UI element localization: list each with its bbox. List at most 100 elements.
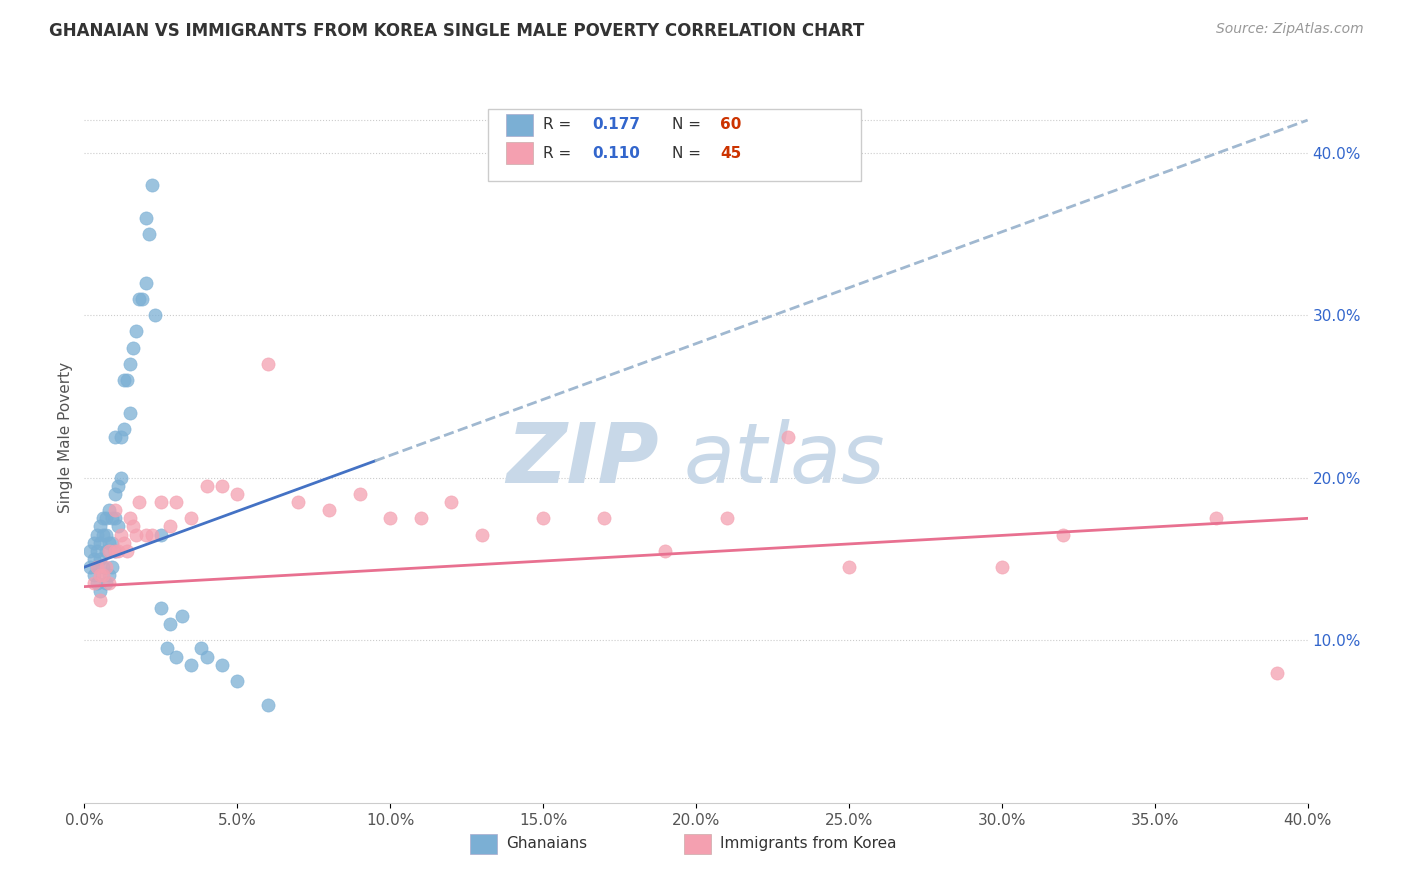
Point (128, 292, 150, 306)
Point (122, 341, 145, 355)
Point (91, 511, 114, 525)
Point (131, 292, 153, 306)
Point (104, 511, 127, 525)
Point (79, 544, 101, 558)
Point (138, 227, 160, 241)
Point (380, 511, 402, 525)
Point (107, 519, 129, 533)
Point (120, 406, 142, 420)
Point (149, 527, 172, 541)
Point (89, 519, 111, 533)
Point (86, 576, 108, 591)
Point (97, 568, 120, 582)
Point (107, 544, 129, 558)
Point (89, 592, 111, 607)
Point (115, 373, 138, 387)
Point (125, 325, 148, 339)
Point (195, 649, 218, 664)
Text: 45: 45 (720, 145, 742, 161)
Point (211, 657, 233, 672)
Point (180, 511, 202, 525)
Point (531, 511, 554, 525)
Point (94, 560, 117, 574)
Point (120, 357, 142, 371)
Point (110, 471, 132, 485)
Point (991, 560, 1014, 574)
Point (159, 617, 181, 632)
Point (172, 608, 194, 623)
Point (165, 495, 187, 509)
Point (104, 544, 127, 558)
Point (91, 560, 114, 574)
Text: N =: N = (672, 117, 706, 132)
Point (110, 430, 132, 444)
Point (143, 308, 166, 322)
Text: R =: R = (543, 117, 576, 132)
Point (91, 527, 114, 541)
Point (89, 584, 111, 599)
Y-axis label: Single Male Poverty: Single Male Poverty (58, 361, 73, 513)
Point (159, 519, 181, 533)
Point (89, 568, 111, 582)
Text: 0.177: 0.177 (592, 117, 640, 132)
Point (257, 357, 280, 371)
Text: Immigrants from Korea: Immigrants from Korea (720, 836, 897, 851)
Point (83, 576, 105, 591)
Point (97, 576, 120, 591)
Point (86, 560, 108, 574)
Point (86, 560, 108, 574)
Point (94, 511, 117, 525)
Point (79, 560, 101, 574)
Point (165, 649, 187, 664)
Text: 60: 60 (720, 117, 742, 132)
Point (97, 544, 120, 558)
Point (838, 560, 860, 574)
Point (125, 527, 148, 541)
Point (135, 276, 157, 290)
Point (94, 544, 117, 558)
Point (112, 373, 135, 387)
Point (226, 673, 249, 688)
Point (149, 495, 172, 509)
Point (226, 487, 249, 501)
Point (287, 495, 309, 509)
Bar (683, 833, 710, 854)
Point (211, 479, 233, 493)
Point (156, 641, 179, 656)
Text: Ghanaians: Ghanaians (506, 836, 588, 851)
Point (112, 535, 135, 549)
Point (101, 560, 124, 574)
Point (471, 527, 494, 541)
Point (776, 430, 799, 444)
Point (89, 535, 111, 549)
Point (135, 211, 157, 225)
Point (107, 479, 129, 493)
Point (86, 544, 108, 558)
Point (180, 657, 202, 672)
Point (135, 527, 157, 541)
Text: Source: ZipAtlas.com: Source: ZipAtlas.com (1216, 22, 1364, 37)
Text: 0.110: 0.110 (592, 145, 640, 161)
Point (83, 535, 105, 549)
Point (110, 527, 132, 541)
Point (141, 178, 163, 193)
Point (115, 544, 138, 558)
Point (349, 487, 371, 501)
Point (409, 511, 432, 525)
FancyBboxPatch shape (488, 110, 860, 181)
Point (318, 503, 340, 517)
Text: atlas: atlas (683, 418, 886, 500)
Point (86, 527, 108, 541)
Point (149, 600, 172, 615)
Point (104, 487, 127, 501)
Point (257, 698, 280, 713)
Point (104, 544, 127, 558)
Point (104, 503, 127, 517)
Bar (470, 833, 496, 854)
Text: R =: R = (543, 145, 576, 161)
Point (97, 535, 120, 549)
Point (1265, 665, 1288, 680)
Point (593, 511, 616, 525)
Bar (506, 143, 533, 164)
Point (94, 576, 117, 591)
